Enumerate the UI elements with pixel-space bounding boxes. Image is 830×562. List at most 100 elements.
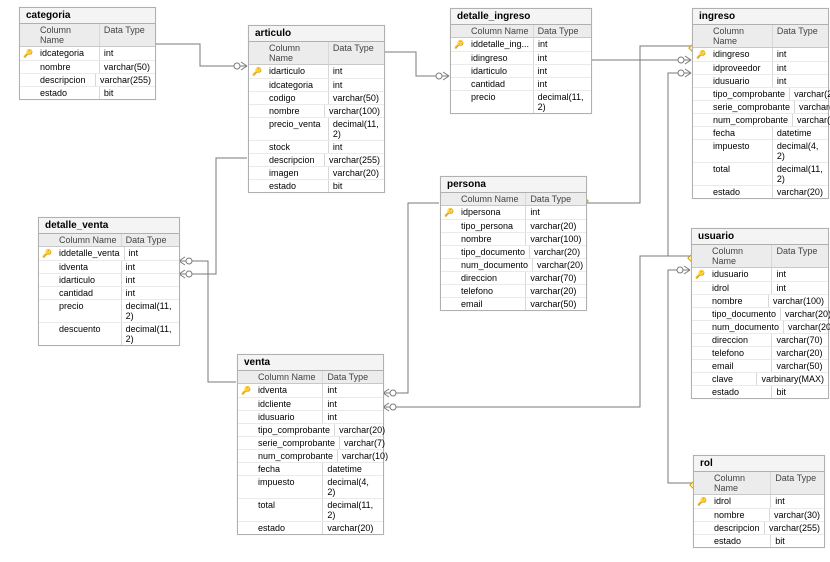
table-row[interactable]: tipo_comprobantevarchar(20) [238,424,383,437]
table-row[interactable]: imagenvarchar(20) [249,167,384,180]
table-row[interactable]: idusuarioint [693,75,828,88]
table-row[interactable]: idusuarioint [238,411,383,424]
column-name: cantidad [55,287,122,299]
table-row[interactable]: descripcionvarchar(255) [694,522,824,535]
table-row[interactable]: descripcionvarchar(255) [249,154,384,167]
table-row[interactable]: num_documentovarchar(20) [441,259,586,272]
column-type: decimal(11, 2) [329,118,384,140]
column-type: decimal(11, 2) [323,499,383,521]
table-row[interactable]: idventaint [238,384,383,398]
table-row[interactable]: idingresoint [451,52,591,65]
entity-detalle_venta[interactable]: detalle_ventaColumn NameData Typeiddetal… [38,217,180,346]
table-row[interactable]: serie_comprobantevarchar(7) [693,101,828,114]
column-type: int [329,79,384,91]
header-data-type: Data Type [329,42,384,64]
table-row[interactable]: preciodecimal(11, 2) [451,91,591,113]
table-row[interactable]: nombrevarchar(100) [692,295,828,308]
table-row[interactable]: stockint [249,141,384,154]
primary-key-icon [692,268,708,281]
table-row[interactable]: nombrevarchar(100) [249,105,384,118]
table-row[interactable]: fechadatetime [238,463,383,476]
table-row[interactable]: direccionvarchar(70) [692,334,828,347]
table-row[interactable]: emailvarchar(50) [692,360,828,373]
column-name: serie_comprobante [709,101,795,113]
table-row[interactable]: cantidadint [39,287,179,300]
table-row[interactable]: idcategoriaint [20,47,155,61]
row-gutter [693,101,709,113]
table-row[interactable]: serie_comprobantevarchar(7) [238,437,383,450]
table-row[interactable]: estadovarchar(20) [238,522,383,534]
table-row[interactable]: estadobit [20,87,155,99]
row-gutter [451,91,467,113]
row-gutter [238,424,254,436]
entity-venta[interactable]: ventaColumn NameData Typeidventaintidcli… [237,354,384,535]
table-row[interactable]: num_documentovarchar(20) [692,321,828,334]
table-row[interactable]: num_comprobantevarchar(10) [693,114,828,127]
entity-title: ingreso [693,9,828,25]
table-row[interactable]: tipo_documentovarchar(20) [692,308,828,321]
table-row[interactable]: idproveedorint [693,62,828,75]
table-row[interactable]: num_comprobantevarchar(10) [238,450,383,463]
table-row[interactable]: descripcionvarchar(255) [20,74,155,87]
entity-persona[interactable]: personaColumn NameData Typeidpersonaintt… [440,176,587,311]
table-row[interactable]: descuentodecimal(11, 2) [39,323,179,345]
entity-detalle_ingreso[interactable]: detalle_ingresoColumn NameData Typeiddet… [450,8,592,114]
table-row[interactable]: impuestodecimal(4, 2) [238,476,383,499]
table-row[interactable]: idarticuloint [249,65,384,79]
table-row[interactable]: idcategoriaint [249,79,384,92]
table-row[interactable]: totaldecimal(11, 2) [238,499,383,522]
row-gutter [693,62,709,74]
table-row[interactable]: idrolint [694,495,824,509]
entity-categoria[interactable]: categoriaColumn NameData Typeidcategoria… [19,7,156,100]
entity-columns-header: Column NameData Type [441,193,586,206]
table-row[interactable]: idrolint [692,282,828,295]
entity-articulo[interactable]: articuloColumn NameData Typeidarticuloin… [248,25,385,193]
column-name: idrol [708,282,772,294]
table-row[interactable]: idclienteint [238,398,383,411]
table-row[interactable]: direccionvarchar(70) [441,272,586,285]
table-row[interactable]: tipo_personavarchar(20) [441,220,586,233]
table-row[interactable]: nombrevarchar(100) [441,233,586,246]
table-row[interactable]: idarticuloint [39,274,179,287]
table-row[interactable]: codigovarchar(50) [249,92,384,105]
column-name: num_comprobante [254,450,338,462]
table-row[interactable]: idingresoint [693,48,828,62]
table-row[interactable]: estadovarchar(20) [693,186,828,198]
column-name: fecha [254,463,323,475]
table-row[interactable]: clavevarbinary(MAX) [692,373,828,386]
table-row[interactable]: iddetalle_ing...int [451,38,591,52]
entity-usuario[interactable]: usuarioColumn NameData Typeidusuariointi… [691,228,829,399]
header-data-type: Data Type [771,472,824,494]
table-row[interactable]: telefonovarchar(20) [441,285,586,298]
table-row[interactable]: tipo_comprobantevarchar(20) [693,88,828,101]
table-row[interactable]: estadobit [249,180,384,192]
table-row[interactable]: telefonovarchar(20) [692,347,828,360]
column-type: int [773,75,828,87]
table-row[interactable]: tipo_documentovarchar(20) [441,246,586,259]
column-type: int [122,287,179,299]
entity-columns-header: Column NameData Type [39,234,179,247]
entity-ingreso[interactable]: ingresoColumn NameData Typeidingresointi… [692,8,829,199]
row-gutter [441,272,457,284]
table-row[interactable]: impuestodecimal(4, 2) [693,140,828,163]
table-row[interactable]: nombrevarchar(50) [20,61,155,74]
table-row[interactable]: fechadatetime [693,127,828,140]
table-row[interactable]: idventaint [39,261,179,274]
table-row[interactable]: estadobit [692,386,828,398]
table-row[interactable]: nombrevarchar(30) [694,509,824,522]
header-column-name: Column Name [710,472,771,494]
table-row[interactable]: emailvarchar(50) [441,298,586,310]
table-row[interactable]: preciodecimal(11, 2) [39,300,179,323]
column-type: varchar(10) [338,450,392,462]
table-row[interactable]: totaldecimal(11, 2) [693,163,828,186]
entity-rol[interactable]: rolColumn NameData Typeidrolintnombrevar… [693,455,825,548]
row-gutter [694,509,710,521]
table-row[interactable]: idusuarioint [692,268,828,282]
column-type: varchar(20) [530,246,586,258]
table-row[interactable]: idarticuloint [451,65,591,78]
table-row[interactable]: estadobit [694,535,824,547]
table-row[interactable]: iddetalle_ventaint [39,247,179,261]
table-row[interactable]: precio_ventadecimal(11, 2) [249,118,384,141]
table-row[interactable]: cantidadint [451,78,591,91]
table-row[interactable]: idpersonaint [441,206,586,220]
